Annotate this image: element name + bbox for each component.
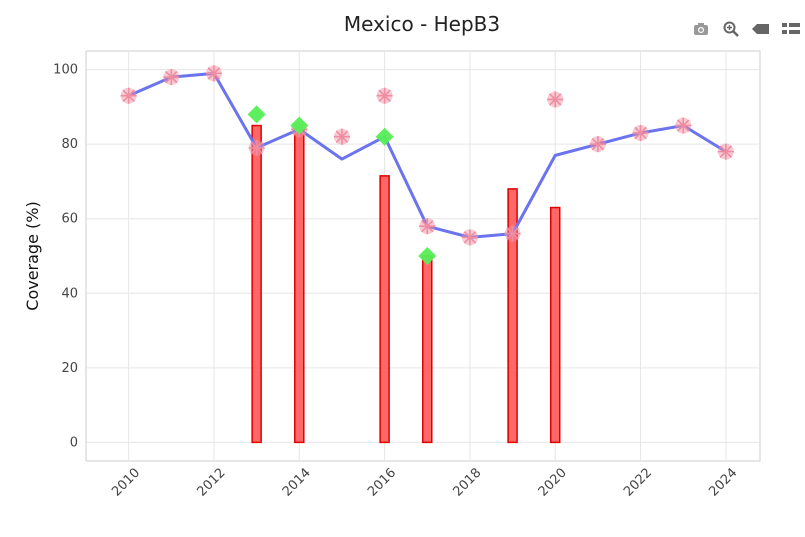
asterisk-stroke bbox=[591, 137, 605, 151]
y-tick-label: 80 bbox=[61, 137, 78, 152]
asterisk-stroke bbox=[122, 89, 135, 102]
modebar bbox=[691, 20, 801, 38]
asterisk-stroke bbox=[421, 219, 434, 233]
bar bbox=[379, 175, 390, 444]
y-tick-label: 100 bbox=[53, 63, 78, 78]
asterisk-point bbox=[504, 225, 521, 242]
diamond-point bbox=[247, 105, 266, 124]
zoom-icon[interactable] bbox=[721, 20, 741, 38]
asterisk-point bbox=[717, 143, 734, 160]
asterisk-point bbox=[461, 229, 478, 246]
diamond-series bbox=[247, 105, 437, 265]
bar bbox=[549, 206, 561, 444]
asterisk-stroke bbox=[634, 126, 647, 140]
asterisk-stroke bbox=[676, 119, 690, 132]
chart-title: Mexico - HepB3 bbox=[344, 12, 500, 36]
asterisk-stroke bbox=[165, 70, 178, 84]
diamond-point bbox=[290, 116, 309, 135]
asterisk-stroke bbox=[719, 145, 733, 158]
asterisk-point bbox=[248, 139, 265, 156]
diamond-point bbox=[375, 127, 394, 146]
bar bbox=[251, 124, 262, 444]
asterisk-point bbox=[632, 125, 649, 141]
asterisk-point bbox=[205, 65, 222, 82]
asterisk-point bbox=[120, 87, 137, 104]
diamond-point bbox=[418, 247, 437, 265]
asterisk-stroke bbox=[506, 227, 519, 240]
asterisk-point bbox=[376, 87, 393, 104]
asterisk-point bbox=[589, 136, 606, 153]
x-tick-label: 2016 bbox=[365, 466, 399, 500]
x-tick-label: 2010 bbox=[109, 466, 143, 500]
y-tick-label: 40 bbox=[61, 286, 78, 301]
menu-icon[interactable] bbox=[781, 20, 801, 38]
x-tick-label: 2020 bbox=[536, 466, 570, 500]
bar bbox=[294, 128, 305, 444]
camera-icon[interactable] bbox=[691, 20, 711, 38]
x-tick-label: 2012 bbox=[194, 466, 228, 500]
x-ticks: 2010 2012 2014 2016 2018 2020 2022 2024 bbox=[109, 466, 740, 500]
y-tick-label: 20 bbox=[61, 361, 78, 376]
asterisk-stroke bbox=[335, 130, 349, 143]
asterisk-series bbox=[120, 65, 734, 246]
asterisk-point bbox=[419, 218, 436, 235]
x-tick-label: 2024 bbox=[706, 466, 740, 500]
x-tick-label: 2018 bbox=[450, 466, 484, 500]
asterisk-point bbox=[547, 91, 564, 108]
pan-icon[interactable] bbox=[751, 20, 771, 38]
x-tick-label: 2022 bbox=[621, 466, 655, 500]
y-ticks: 0 20 40 60 80 100 bbox=[53, 63, 78, 451]
x-tick-label: 2014 bbox=[280, 466, 314, 500]
asterisk-point bbox=[163, 69, 180, 86]
y-tick-label: 60 bbox=[61, 212, 78, 227]
y-axis-title: Coverage (%) bbox=[23, 201, 42, 310]
y-tick-label: 0 bbox=[70, 435, 78, 450]
asterisk-stroke bbox=[549, 93, 562, 106]
asterisk-point bbox=[333, 128, 350, 145]
asterisk-stroke bbox=[250, 141, 263, 155]
asterisk-stroke bbox=[378, 89, 391, 102]
asterisk-stroke bbox=[207, 67, 221, 80]
asterisk-stroke bbox=[463, 231, 477, 244]
bar bbox=[507, 188, 518, 444]
bar bbox=[422, 255, 433, 444]
asterisk-point bbox=[675, 117, 692, 134]
